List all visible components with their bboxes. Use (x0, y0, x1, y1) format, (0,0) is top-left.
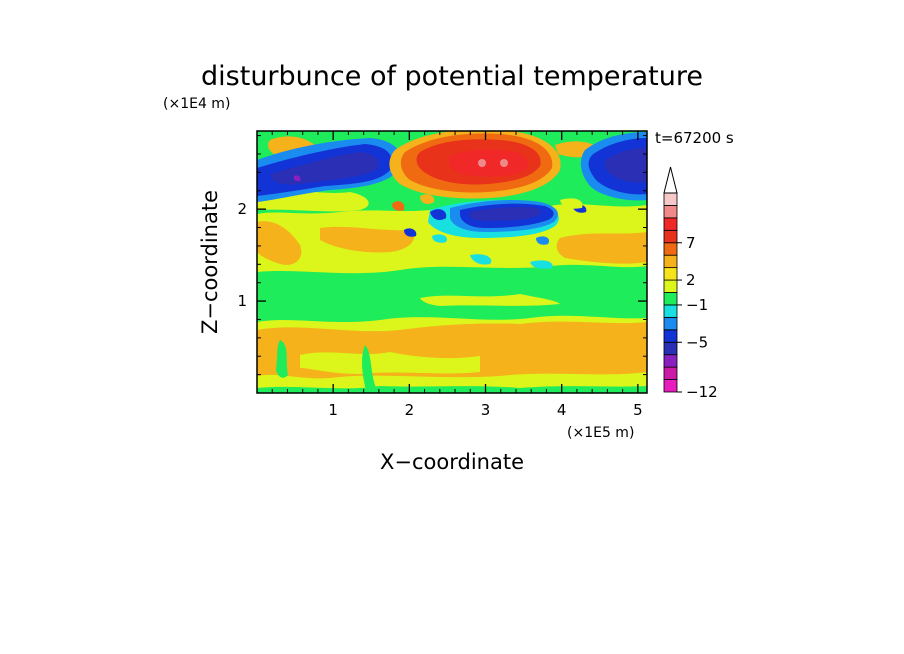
region-green-yellow-patch (420, 294, 560, 306)
x-axis-label: X−coordinate (380, 450, 524, 474)
region-purple-left-dot (293, 175, 301, 182)
field-heatmap (257, 131, 647, 393)
colorbar-level (663, 304, 678, 318)
y-axis: 12 (237, 135, 647, 376)
region-mid-cyan (470, 254, 492, 265)
region-blue-blob2 (404, 228, 417, 237)
region-warm-pink-dot1 (478, 159, 486, 167)
region-yellow-accent (560, 198, 583, 209)
colorbar-level (663, 279, 678, 293)
region-warm-hot (448, 149, 529, 177)
colorbar-tick-label: 2 (686, 271, 696, 289)
colorbar: −12−5−127 (663, 166, 718, 401)
region-orange-accent2 (392, 201, 405, 211)
region-blue-blob1 (430, 209, 447, 220)
region-cyan-blob (432, 234, 447, 243)
region-mid-orange-left (257, 221, 302, 265)
region-mid-cyan2 (530, 260, 553, 269)
colorbar-level (663, 292, 678, 306)
region-warm-pink-dot2 (500, 159, 508, 167)
colorbar-level (663, 316, 678, 331)
colorbar-tick-label: 7 (686, 234, 696, 252)
colorbar-tick-label: −5 (686, 333, 708, 351)
colorbar-level (663, 329, 678, 343)
colorbar-level (663, 242, 678, 256)
colorbar-level (663, 379, 678, 393)
region-orange-accent1 (420, 194, 435, 204)
colorbar-level (663, 366, 678, 380)
colorbar-tick-label: −12 (686, 383, 718, 401)
region-lower-green-streak (276, 340, 288, 378)
colorbar-level (663, 254, 678, 269)
y-tick-label: 1 (237, 292, 247, 310)
region-navy-right (604, 148, 647, 183)
y-tick-label: 2 (237, 200, 247, 218)
colorbar-level (663, 217, 678, 231)
x-axis: 1 2 3 4 5 (271, 131, 643, 419)
region-lower-yellow-patch (300, 352, 480, 374)
y-unit-label: (×1E4 m) (163, 96, 230, 112)
colorbar-level (663, 354, 678, 368)
x-tick-label: 1 (328, 401, 338, 419)
x-unit-label: (×1E5 m) (567, 425, 634, 441)
region-blue-blob3 (536, 236, 550, 245)
y-axis-label: Z−coordinate (198, 190, 222, 334)
x-tick-label: 2 (405, 401, 415, 419)
colorbar-level (663, 205, 678, 219)
region-mid-orange-right (556, 232, 647, 264)
colorbar-level (663, 267, 678, 281)
region-bottom-green (257, 386, 647, 393)
region-mid-orange-center (320, 226, 414, 253)
plot-frame (256, 130, 648, 394)
x-tick-label: 4 (557, 401, 567, 419)
region-center-navy (469, 207, 541, 222)
x-tick-label: 5 (633, 401, 643, 419)
region-lower-green-streak2 (362, 345, 376, 390)
time-label: t=67200 s (655, 129, 734, 147)
chart-title: disturbunce of potential temperature (201, 61, 703, 92)
colorbar-tick-label: −1 (686, 296, 708, 314)
x-tick-label: 3 (481, 401, 491, 419)
colorbar-arrow (663, 166, 678, 194)
colorbar-level (663, 229, 678, 244)
colorbar-level (663, 341, 678, 356)
colorbar-level (663, 192, 678, 206)
region-green-band (257, 264, 647, 322)
